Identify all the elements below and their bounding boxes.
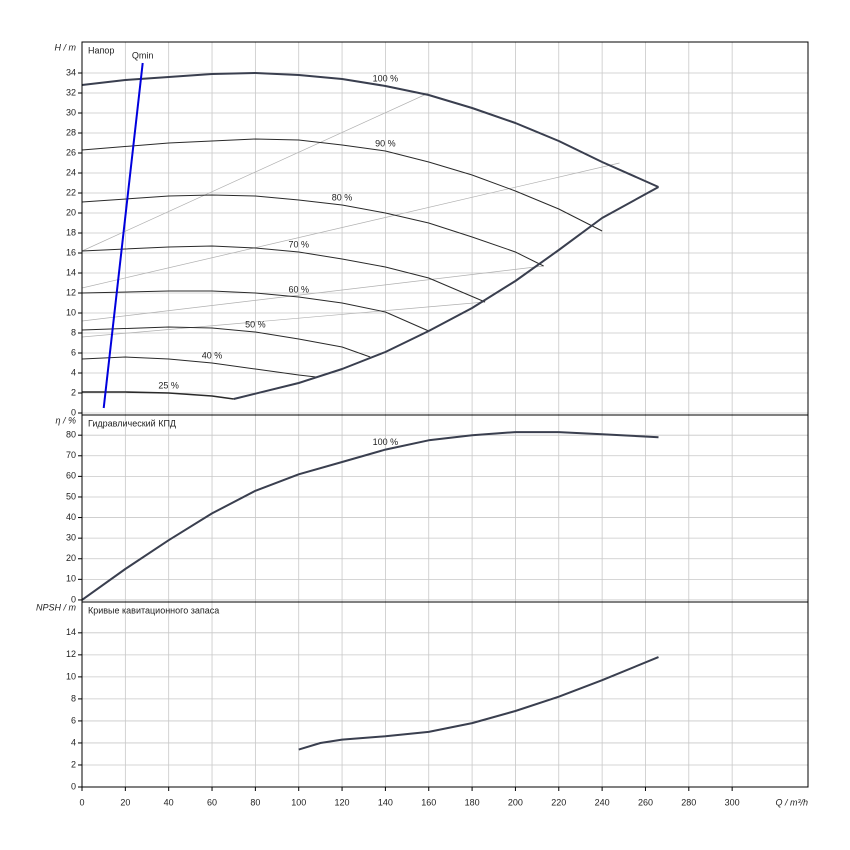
x-tick-label: 20 (120, 797, 130, 807)
y-tick-label: 12 (66, 287, 76, 297)
curve (81, 290, 429, 332)
y-tick-label: 16 (66, 247, 76, 257)
x-tick-label: 40 (164, 797, 174, 807)
curve-label: 80 % (332, 192, 353, 202)
curve (81, 265, 544, 322)
curve-label: 40 % (202, 350, 223, 360)
x-tick-label: 200 (508, 797, 523, 807)
curve (81, 301, 486, 338)
y-tick-label: 2 (71, 387, 76, 397)
y-tick-label: 10 (66, 574, 76, 584)
curve-label: 90 % (375, 138, 396, 148)
y-tick-label: 10 (66, 671, 76, 681)
panel-title: Гидравлический КПД (88, 418, 176, 428)
curve (81, 72, 659, 188)
curve (81, 194, 544, 267)
curve (102, 62, 144, 409)
y-tick-label: 30 (66, 107, 76, 117)
x-tick-label: 100 (291, 797, 306, 807)
y-tick-label: 24 (66, 167, 76, 177)
x-tick-label: 280 (681, 797, 696, 807)
y-axis-label: H / m (55, 42, 77, 52)
curve-label: 50 % (245, 319, 266, 329)
y-tick-label: 8 (71, 327, 76, 337)
x-tick-label: 160 (421, 797, 436, 807)
curve (81, 356, 317, 378)
x-tick-label: 220 (551, 797, 566, 807)
x-tick-label: 240 (595, 797, 610, 807)
curve (81, 326, 371, 358)
y-tick-label: 4 (71, 737, 76, 747)
y-axis-label: NPSH / m (36, 602, 77, 612)
x-tick-label: 140 (378, 797, 393, 807)
curve (81, 92, 429, 252)
y-tick-label: 6 (71, 715, 76, 725)
y-tick-label: 14 (66, 267, 76, 277)
y-tick-label: 28 (66, 127, 76, 137)
y-tick-label: 12 (66, 649, 76, 659)
x-tick-label: 120 (335, 797, 350, 807)
y-tick-label: 20 (66, 553, 76, 563)
curve (82, 391, 234, 400)
panel-frame (81, 414, 809, 603)
panel-title: Напор (88, 45, 114, 55)
x-tick-label: 260 (638, 797, 653, 807)
panel-title: Кривые кавитационного запаса (88, 605, 219, 615)
curve (298, 656, 659, 751)
y-tick-label: 0 (71, 781, 76, 791)
y-tick-label: 34 (66, 67, 76, 77)
curve-label: 60 % (288, 284, 309, 294)
y-tick-label: 14 (66, 627, 76, 637)
y-tick-label: 30 (66, 533, 76, 543)
y-tick-label: 18 (66, 227, 76, 237)
curve-label: 25 % (158, 380, 179, 390)
curve (81, 162, 620, 289)
x-tick-label: 60 (207, 797, 217, 807)
y-tick-label: 4 (71, 367, 76, 377)
curve-label: 70 % (288, 239, 309, 249)
y-tick-label: 6 (71, 347, 76, 357)
curve-label: 100 % (373, 437, 399, 447)
curve (81, 431, 659, 601)
x-axis-label: Q / m³/h (775, 797, 808, 807)
y-tick-label: 22 (66, 187, 76, 197)
curve-label: Qmin (132, 50, 154, 60)
x-tick-label: 300 (725, 797, 740, 807)
y-tick-label: 10 (66, 307, 76, 317)
y-tick-label: 26 (66, 147, 76, 157)
y-tick-label: 32 (66, 87, 76, 97)
curve-label: 100 % (373, 73, 399, 83)
y-tick-label: 8 (71, 693, 76, 703)
y-tick-label: 0 (71, 407, 76, 417)
y-tick-label: 50 (66, 491, 76, 501)
y-tick-label: 2 (71, 759, 76, 769)
x-tick-label: 80 (250, 797, 260, 807)
y-tick-label: 20 (66, 207, 76, 217)
y-tick-label: 70 (66, 450, 76, 460)
panel-frame (81, 601, 809, 788)
x-tick-label: 180 (465, 797, 480, 807)
curve (81, 138, 603, 232)
y-tick-label: 40 (66, 512, 76, 522)
curve (233, 186, 659, 400)
x-tick-label: 0 (79, 797, 84, 807)
y-tick-label: 80 (66, 430, 76, 440)
curve (81, 245, 486, 303)
y-axis-label: η / % (55, 415, 76, 425)
y-tick-label: 0 (71, 594, 76, 604)
y-tick-label: 60 (66, 471, 76, 481)
